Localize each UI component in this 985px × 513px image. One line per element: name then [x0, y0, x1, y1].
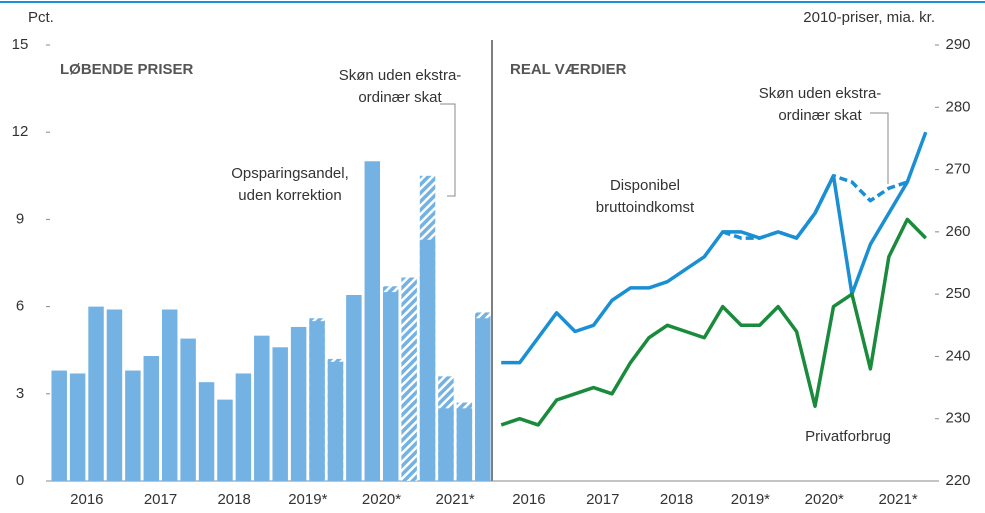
y-tick-label: 290 — [945, 36, 970, 53]
bar — [198, 382, 215, 481]
x-tick-label: 2017 — [586, 491, 619, 508]
y-tick-label: 0 — [16, 472, 24, 489]
y-tick-label: 9 — [16, 210, 24, 227]
x-tick-label: 2019* — [731, 491, 770, 508]
x-tick-label: 2016 — [70, 491, 103, 508]
axis-unit: 2010-priser, mia. kr. — [803, 9, 935, 26]
y-tick-label: 230 — [945, 410, 970, 427]
bar — [69, 373, 86, 481]
bar — [125, 370, 141, 481]
bar — [364, 161, 381, 481]
bar — [419, 239, 436, 481]
leader-line — [870, 112, 889, 184]
y-tick-label: 240 — [945, 347, 970, 364]
series-label: ordinær skat — [358, 89, 442, 106]
y-tick-label: 250 — [945, 285, 970, 302]
bar — [88, 306, 104, 481]
series-label: Skøn uden ekstra- — [759, 85, 882, 102]
x-tick-label: 2016 — [512, 491, 545, 508]
series-label: Opsparingsandel, — [231, 165, 349, 182]
series-label: bruttoindkomst — [596, 199, 695, 216]
y-tick-label: 280 — [945, 98, 970, 115]
panel-title: LØBENDE PRISER — [60, 61, 194, 78]
leader-line — [440, 103, 456, 197]
axis-unit: Pct. — [28, 9, 54, 26]
bar — [143, 356, 160, 481]
bar — [346, 294, 362, 481]
bar — [382, 292, 399, 481]
bar — [272, 347, 288, 481]
y-tick-label: 270 — [945, 161, 970, 178]
x-tick-label: 2017 — [144, 491, 177, 508]
series-label: ordinær skat — [778, 107, 862, 124]
panel-title: REAL VÆRDIER — [510, 61, 627, 78]
bar — [106, 309, 123, 481]
line — [500, 217, 928, 427]
bar — [309, 321, 325, 481]
y-tick-label: 3 — [16, 385, 24, 402]
series-label: Disponibel — [610, 177, 680, 194]
series-label: uden korrektion — [238, 187, 341, 204]
bar — [235, 373, 252, 481]
x-tick-label: 2018 — [217, 491, 250, 508]
x-tick-label: 2021* — [436, 491, 475, 508]
bar — [161, 309, 178, 481]
bar — [327, 361, 344, 481]
bar — [51, 370, 67, 481]
y-tick-label: 15 — [12, 36, 29, 53]
series-label: Skøn uden ekstra- — [339, 67, 462, 84]
y-tick-label: 6 — [16, 298, 24, 315]
hatched-bar — [401, 277, 417, 481]
bar — [438, 408, 454, 481]
x-tick-label: 2020* — [362, 491, 401, 508]
y-tick-label: 220 — [945, 472, 970, 489]
x-tick-label: 2018 — [660, 491, 693, 508]
dashed-line — [722, 174, 908, 240]
series-label: Privatforbrug — [805, 428, 891, 445]
x-tick-label: 2020* — [805, 491, 844, 508]
bar — [180, 338, 196, 481]
y-tick-label: 260 — [945, 223, 970, 240]
x-tick-label: 2019* — [288, 491, 327, 508]
bar — [254, 335, 270, 481]
x-tick-label: 2021* — [878, 491, 917, 508]
bar — [217, 399, 233, 481]
y-tick-label: 12 — [12, 123, 29, 140]
bar — [475, 318, 491, 481]
line — [501, 131, 928, 365]
bar — [456, 408, 473, 481]
bar — [290, 326, 307, 481]
